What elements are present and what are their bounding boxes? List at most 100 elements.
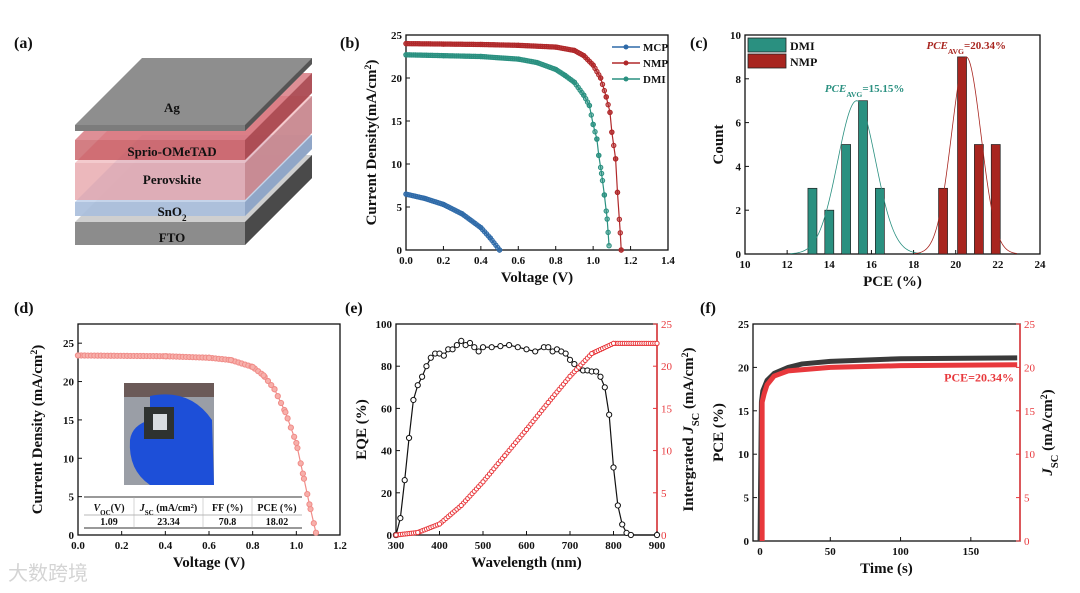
series-integrated-jsc-marker (393, 532, 399, 538)
x-tick-label: 1.4 (661, 255, 675, 267)
series-dmi-marker (592, 129, 598, 135)
histogram-bar (807, 187, 818, 255)
x-tick-label: 0 (757, 546, 763, 558)
y-right-axis-label: Intergrated JSC (mA/cm2) (680, 347, 702, 511)
series-dmi-marker (603, 208, 609, 214)
layer-label: Ag (164, 100, 180, 115)
layer-label: Perovskite (143, 172, 201, 187)
histogram-bar (875, 187, 885, 255)
x-axis-label: Wavelength (nm) (471, 555, 581, 571)
x-tick-label: 18 (908, 259, 920, 271)
x-tick-label: 1.0 (289, 540, 303, 552)
series-dmi-marker (581, 92, 587, 98)
legend-label: NMP (790, 55, 817, 69)
layer-label: Sprio-OMeTAD (127, 144, 216, 159)
device-photo (124, 383, 214, 485)
series-integrated-jsc-marker (480, 479, 486, 485)
panel-label: (e) (345, 300, 363, 317)
y-tick-label: 10 (391, 159, 403, 171)
series-dmi-marker (403, 52, 409, 58)
photo-top (124, 383, 214, 397)
series-eqe-marker (593, 368, 600, 375)
series-eqe-marker (601, 384, 608, 391)
y-tick-label: 6 (736, 118, 742, 130)
series-nmp-marker (601, 87, 608, 94)
table-value: 1.09 (100, 517, 118, 528)
y-tick-label: 20 (63, 377, 75, 389)
x-tick-label: 100 (892, 546, 909, 558)
table-value: 70.8 (219, 517, 237, 528)
table-value: 23.34 (157, 517, 180, 528)
series-mcp-marker (496, 247, 503, 253)
series-eqe-marker (627, 531, 635, 539)
series-eqe-marker (488, 344, 495, 351)
legend-marker (623, 60, 629, 66)
series-eqe-marker (427, 354, 434, 361)
series-mcp-marker (459, 211, 465, 217)
y-tick-label: 5 (69, 492, 75, 504)
y-tick-label: 0 (744, 536, 750, 548)
legend-marker (623, 44, 629, 50)
x-tick-label: 22 (992, 259, 1004, 271)
y-tick-label: 60 (381, 403, 393, 415)
device-stack-diagram (75, 58, 312, 245)
series-jv-marker (300, 475, 308, 482)
x-tick-label: 0.4 (158, 540, 172, 552)
x-tick-label: 900 (649, 540, 666, 552)
active-area (153, 414, 167, 430)
x-axis-label: Voltage (V) (501, 270, 573, 286)
legend-label: DMI (790, 39, 815, 53)
y-axis-label: Current Density(mA/cm2) (363, 60, 381, 226)
x-tick-label: 800 (605, 540, 622, 552)
x-tick-label: 50 (825, 546, 837, 558)
gaussian-fit-curve (790, 100, 923, 255)
x-tick-label: 14 (824, 259, 836, 271)
histogram-bar (974, 144, 984, 255)
series-jv-marker (312, 529, 320, 536)
y-tick-label: 4 (736, 161, 742, 173)
y-tick-label: 80 (381, 361, 393, 373)
y-tick-label: 15 (738, 406, 750, 418)
series-eqe-marker (423, 363, 430, 370)
series-mcp-marker (403, 191, 409, 197)
series-eqe-marker (614, 502, 621, 509)
panel-label: (a) (14, 35, 33, 52)
legend-swatch (747, 37, 787, 53)
series-eqe-marker (419, 373, 426, 380)
gaussian-fit-curve (914, 56, 1017, 254)
series-jsc (759, 362, 1018, 541)
y-tick-label: 0 (69, 530, 75, 542)
y-tick-label: 25 (391, 30, 403, 42)
y-right-tick-label: 10 (1024, 449, 1036, 461)
histogram-bar (824, 209, 835, 255)
series-jv-marker (282, 409, 289, 416)
series-integrated-jsc-marker (523, 426, 530, 433)
series-nmp-marker (590, 62, 596, 68)
series-nmp-marker (571, 47, 578, 54)
series-eqe-marker (410, 396, 417, 404)
y-axis-label: Count (711, 124, 727, 164)
series-dmi-marker (606, 243, 612, 249)
y-tick-label: 20 (381, 488, 393, 500)
sno2-layer-side (245, 135, 312, 216)
series-mcp-line (405, 193, 501, 251)
legend-label: NMP (643, 58, 668, 70)
x-tick-label: 0.8 (549, 255, 563, 267)
series-jv-marker (277, 399, 285, 407)
histogram-bar (990, 144, 1001, 255)
y-tick-label: 10 (63, 453, 75, 465)
x-tick-label: 24 (1035, 259, 1047, 271)
series-nmp-marker (605, 101, 611, 108)
y-tick-label: 40 (381, 446, 393, 458)
x-tick-label: 0.2 (115, 540, 129, 552)
series-jv-marker (297, 460, 304, 467)
series-eqe-marker (458, 337, 465, 344)
pce-annotation: PCE=20.34% (944, 370, 1014, 384)
series-eqe-marker (562, 350, 569, 357)
series-jv-marker (293, 439, 300, 447)
series-integrated-jsc-marker (502, 453, 508, 459)
series-jv-marker (271, 386, 278, 393)
chart-panel-e: 300 400 500 600 700 800 9000204060801000510152… (354, 319, 702, 571)
series-integrated-jsc-marker (415, 529, 421, 536)
